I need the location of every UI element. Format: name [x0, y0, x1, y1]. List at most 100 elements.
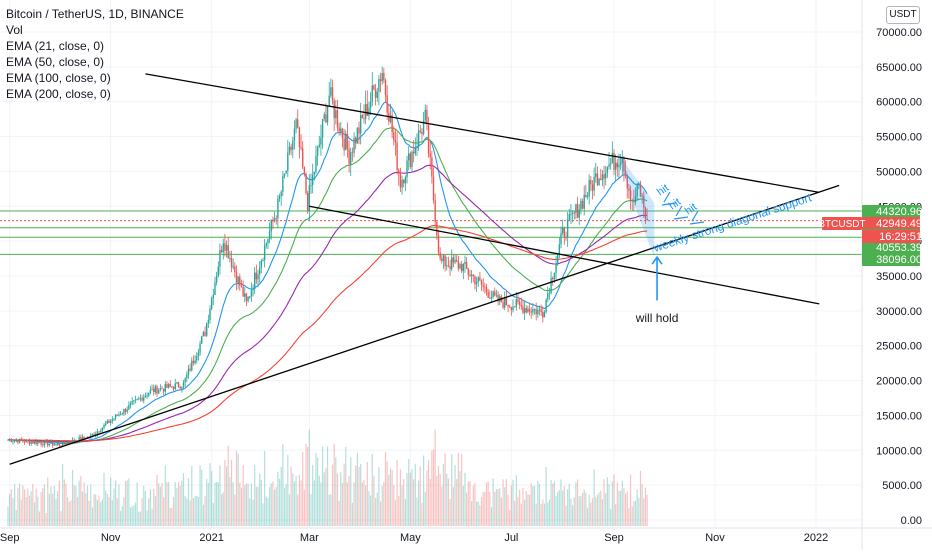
price-level-label[interactable]: 38096.00 [876, 254, 922, 266]
hit-arrow[interactable] [661, 191, 677, 206]
volume-bar [568, 483, 570, 526]
volume-bar [17, 487, 19, 526]
hit-arrow[interactable] [673, 205, 689, 220]
candle-body [220, 250, 223, 253]
hit-label[interactable]: hit [655, 182, 671, 198]
volume-bar [30, 491, 32, 526]
candle-body [229, 258, 231, 259]
hit-label[interactable]: hit [667, 196, 683, 212]
candle-body [280, 191, 282, 196]
volume-bar [477, 501, 479, 526]
candle-body [169, 384, 171, 387]
candle-body [416, 146, 418, 148]
candle-body [93, 434, 95, 436]
volume-bar [230, 459, 233, 526]
volume-bar [525, 491, 527, 526]
candle-body [157, 390, 160, 394]
price-level-label[interactable]: 42949.49 [876, 218, 922, 230]
volume-bar [409, 472, 411, 526]
time-axis[interactable]: Sep Nov 2021 Mar May Jul Sep Nov 2022 [0, 532, 828, 544]
indicator-ema200[interactable]: EMA (200, close, 0) [6, 87, 111, 101]
symbol-badge-label[interactable]: BTCUSDT [818, 219, 865, 230]
hit-arrow[interactable] [689, 210, 705, 225]
candle-body [451, 257, 453, 269]
candle-body [225, 245, 228, 251]
price-level-badge[interactable] [862, 253, 920, 267]
candle-body [30, 441, 32, 444]
volume-bar [419, 466, 421, 526]
price-level-badge[interactable] [862, 241, 920, 255]
candle-body [78, 437, 80, 442]
volume-bar [47, 477, 49, 526]
volume-bar [35, 488, 37, 526]
candle-body [290, 146, 292, 150]
indicator-vol[interactable]: Vol [6, 23, 23, 37]
volume-bar [211, 470, 213, 526]
volume-bar [570, 498, 572, 526]
volume-bar [514, 500, 516, 526]
volume-bar [502, 479, 504, 526]
candle-body [338, 127, 340, 132]
candle-body [40, 442, 42, 445]
arrow-up-head[interactable] [651, 255, 663, 265]
ema-50-line [8, 127, 648, 443]
candle-body [469, 274, 471, 277]
volume-bar [636, 489, 638, 526]
candle-body [381, 72, 383, 82]
candle-body [303, 167, 306, 175]
trendline-1[interactable] [145, 73, 820, 193]
volume-bar [60, 511, 62, 526]
volume-bar [78, 480, 80, 526]
candle-body [227, 245, 229, 259]
ema-200-line [8, 225, 648, 442]
volume-bar [341, 482, 344, 526]
symbol-title[interactable]: Bitcoin / TetherUS, 1D, BINANCE [6, 7, 184, 21]
candle-body [80, 437, 82, 441]
candle-body [459, 263, 461, 269]
volume-bar [634, 500, 637, 526]
candle-body [258, 267, 261, 275]
indicator-ema21[interactable]: EMA (21, close, 0) [6, 39, 105, 53]
volume-bar [53, 485, 55, 526]
volume-bar [134, 502, 137, 526]
hit-label[interactable]: hit [683, 201, 699, 217]
indicator-ema50[interactable]: EMA (50, close, 0) [6, 55, 105, 69]
candle-body [176, 382, 178, 384]
indicator-ema100[interactable]: EMA (100, close, 0) [6, 71, 111, 85]
symbol-badge[interactable] [822, 217, 862, 231]
volume-bar [202, 504, 204, 526]
price-level-badge[interactable] [862, 217, 920, 231]
will-hold-label[interactable]: will hold [635, 311, 679, 325]
price-level-badge[interactable] [862, 205, 920, 219]
trendline-2[interactable] [309, 205, 820, 305]
currency-button[interactable]: USDT [886, 6, 920, 24]
price-level-label[interactable]: 44320.96 [876, 206, 922, 218]
volume-bar [312, 464, 314, 526]
candle-body [389, 115, 392, 122]
volume-bar [32, 484, 34, 526]
candle-body [56, 443, 59, 445]
volume-bar [580, 495, 582, 526]
volume-bar [593, 469, 595, 526]
trendline-3[interactable] [9, 184, 840, 465]
candle-body [638, 183, 640, 185]
candle-body [13, 440, 16, 442]
time-tick-label: Sep [604, 532, 624, 544]
candle-body [131, 401, 133, 404]
volume-bar [48, 493, 50, 526]
trendlines[interactable] [9, 73, 840, 465]
volume-bar [225, 466, 228, 526]
price-tick-label: 35000.00 [876, 271, 922, 283]
volume-bar [401, 485, 403, 526]
falling-wedge-shape[interactable] [616, 153, 655, 256]
horizontal-levels[interactable] [0, 210, 862, 255]
candle-body [586, 195, 589, 198]
candle-body [171, 386, 173, 387]
price-level-label[interactable]: 40553.39 [876, 242, 922, 254]
volume-bar [600, 490, 602, 526]
volume-bar [418, 480, 420, 526]
